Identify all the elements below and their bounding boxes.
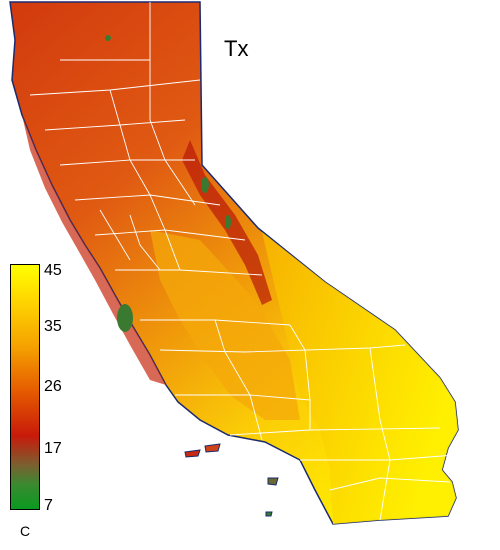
channel-islands <box>204 443 221 453</box>
county-boundaries <box>29 2 456 521</box>
map-title: Tx <box>224 36 249 61</box>
channel-islands <box>265 511 273 517</box>
colorbar-tick-label: 35 <box>44 318 62 335</box>
cool-patch <box>117 304 133 332</box>
channel-islands <box>267 477 279 486</box>
colorbar-tick-label: 17 <box>44 440 62 457</box>
cool-patch <box>105 35 111 41</box>
colorbar-tick-label: 45 <box>44 262 62 279</box>
colorbar-tick-label: 7 <box>44 497 53 514</box>
cool-patch <box>225 215 231 229</box>
colorbar-tick-label: 26 <box>44 378 62 395</box>
colorbar-unit-label: C <box>20 523 31 539</box>
colorbar <box>10 264 40 510</box>
channel-islands <box>184 449 201 458</box>
cool-patch <box>201 177 209 193</box>
desert-region <box>262 232 458 524</box>
central-valley-region <box>150 230 300 420</box>
